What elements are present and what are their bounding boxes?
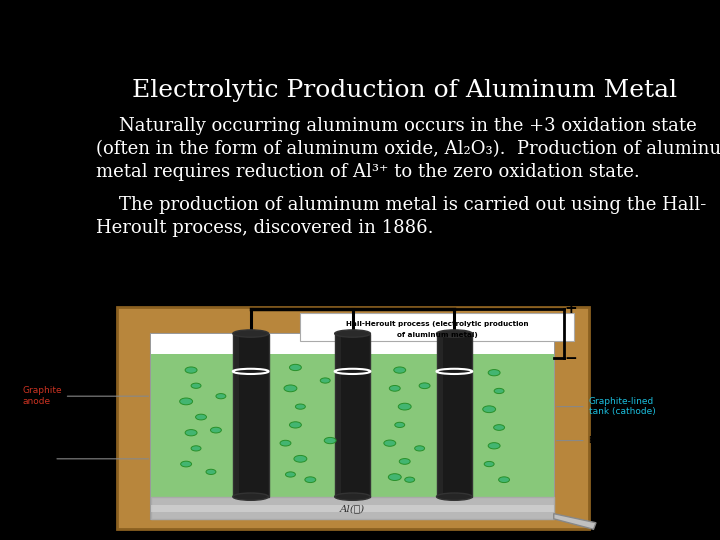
- Text: Graphite-lined
tank (cathode): Graphite-lined tank (cathode): [557, 397, 655, 416]
- Bar: [436, 334, 472, 497]
- Bar: [151, 334, 554, 519]
- Circle shape: [388, 474, 401, 481]
- Text: Hall-Heroult process (electrolytic production: Hall-Heroult process (electrolytic produ…: [346, 321, 528, 327]
- Bar: [151, 505, 554, 511]
- Circle shape: [191, 383, 201, 388]
- Circle shape: [289, 364, 302, 370]
- Bar: [335, 334, 370, 497]
- Circle shape: [395, 422, 405, 428]
- Circle shape: [494, 424, 505, 430]
- Circle shape: [289, 422, 302, 428]
- Circle shape: [285, 472, 295, 477]
- Circle shape: [499, 477, 510, 483]
- Circle shape: [210, 427, 221, 433]
- Ellipse shape: [436, 330, 472, 337]
- Bar: [151, 334, 554, 354]
- Circle shape: [320, 378, 330, 383]
- Bar: [151, 497, 554, 519]
- Bar: [335, 334, 341, 497]
- Circle shape: [294, 455, 307, 462]
- Ellipse shape: [335, 330, 370, 337]
- Ellipse shape: [436, 493, 472, 501]
- Circle shape: [185, 367, 197, 373]
- Bar: [233, 334, 239, 497]
- Circle shape: [390, 386, 400, 391]
- Circle shape: [398, 403, 411, 410]
- Circle shape: [324, 437, 336, 444]
- Circle shape: [216, 394, 226, 399]
- Bar: [300, 313, 574, 341]
- Circle shape: [206, 469, 216, 475]
- Circle shape: [488, 443, 500, 449]
- Circle shape: [295, 404, 305, 409]
- Circle shape: [191, 446, 201, 451]
- Text: Naturally occurring aluminum occurs in the +3 oxidation state
(often in the form: Naturally occurring aluminum occurs in t…: [96, 117, 720, 180]
- Circle shape: [185, 430, 197, 436]
- Ellipse shape: [233, 493, 269, 501]
- Polygon shape: [554, 514, 596, 529]
- Circle shape: [394, 367, 405, 373]
- Circle shape: [400, 458, 410, 464]
- Bar: [436, 334, 443, 497]
- Circle shape: [305, 477, 316, 483]
- Text: Al(ℓ): Al(ℓ): [598, 527, 623, 540]
- Text: Molten mixture
of Al₂O₃ and
Na₃AlF₆: Molten mixture of Al₂O₃ and Na₃AlF₆: [0, 444, 148, 474]
- Text: Graphite
anode: Graphite anode: [22, 387, 148, 406]
- Bar: [233, 334, 269, 497]
- Circle shape: [482, 406, 495, 413]
- Text: Bubbles of CO₂: Bubbles of CO₂: [557, 436, 656, 445]
- Ellipse shape: [335, 493, 370, 501]
- Circle shape: [180, 398, 192, 405]
- Text: Al(ℓ): Al(ℓ): [340, 504, 365, 514]
- Circle shape: [415, 446, 425, 451]
- Circle shape: [384, 440, 396, 446]
- Text: +: +: [564, 301, 577, 316]
- Circle shape: [494, 388, 504, 394]
- Circle shape: [405, 477, 415, 482]
- Text: −: −: [564, 351, 577, 366]
- Text: of aluminum metal): of aluminum metal): [397, 332, 477, 338]
- Circle shape: [419, 383, 430, 389]
- Circle shape: [196, 414, 207, 420]
- Circle shape: [284, 385, 297, 392]
- Text: The production of aluminum metal is carried out using the Hall-
Heroult process,: The production of aluminum metal is carr…: [96, 196, 706, 237]
- Circle shape: [484, 461, 494, 467]
- Text: Electrolytic Production of Aluminum Metal: Electrolytic Production of Aluminum Meta…: [132, 79, 677, 103]
- Bar: [151, 354, 554, 497]
- Circle shape: [488, 369, 500, 376]
- Circle shape: [181, 461, 192, 467]
- Circle shape: [280, 440, 291, 446]
- Ellipse shape: [233, 330, 269, 337]
